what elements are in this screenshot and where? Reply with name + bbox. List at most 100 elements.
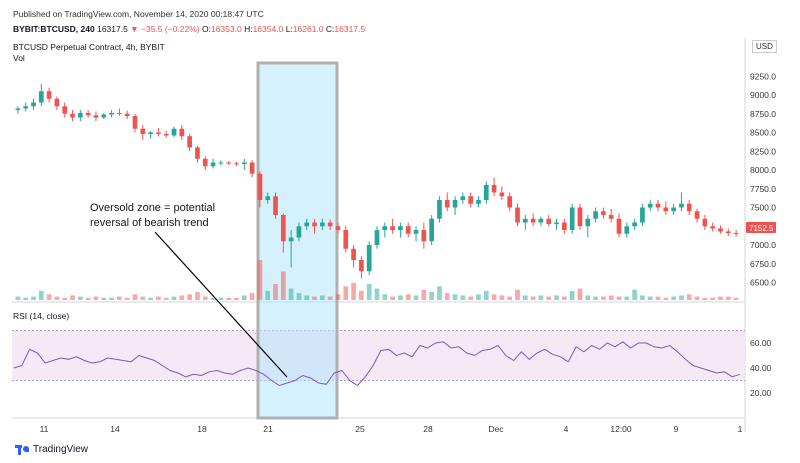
price-axis[interactable]: 9250.0 9000.0 8750.0 8500.0 8250.0 8000.0 7750…	[750, 71, 776, 287]
candle-body	[671, 207, 676, 212]
candle-body	[335, 226, 341, 230]
candle-body	[390, 226, 395, 230]
time-axis[interactable]: 11 14 18 21 25 28 Dec 4 12:00 9 1	[40, 424, 743, 434]
time-tick-label: 4	[564, 424, 569, 434]
volume-bar	[132, 294, 138, 300]
candle-body	[156, 132, 161, 134]
volume-bar	[54, 296, 60, 300]
volume-bar	[718, 296, 723, 300]
time-tick-label: Dec	[488, 424, 504, 434]
candle-body	[374, 230, 380, 245]
annotation-line-1: Oversold zone = potential	[90, 202, 215, 214]
price-tick-label: 8500.0	[750, 128, 776, 138]
volume-bar	[733, 297, 739, 300]
tradingview-logo-icon	[15, 444, 29, 455]
last-price-tag-text: 7152.5	[749, 224, 774, 233]
volume-bar	[398, 295, 403, 300]
candle-body	[702, 218, 708, 227]
volume-bar	[70, 295, 75, 300]
candle-body	[522, 218, 528, 223]
volume-bar	[483, 290, 489, 300]
last-price-tag	[746, 222, 776, 233]
ohlc-readout: BYBIT:BTCUSD, 240 16317.5 ▼ −35.5 (−0.22…	[13, 24, 365, 34]
close-label: C:	[325, 24, 335, 34]
volume-bar	[405, 294, 411, 300]
volume-bar	[46, 294, 52, 300]
volume-bar	[710, 297, 716, 300]
price-tick-label: 7000.0	[750, 240, 776, 250]
candle-body	[62, 106, 68, 114]
volume-bar	[109, 297, 114, 300]
volume-bar	[140, 296, 146, 300]
candle-body	[280, 215, 286, 242]
volume-bar	[562, 296, 567, 300]
volume-bar	[632, 289, 637, 300]
price-change: −35.5 (−0.22%)	[141, 24, 200, 34]
volume-bar	[608, 295, 614, 300]
candlesticks	[15, 83, 739, 279]
volume-bar	[468, 296, 474, 300]
candle-body	[632, 222, 637, 227]
volume-bar	[382, 294, 388, 300]
candle-body	[241, 162, 247, 164]
candle-body	[140, 128, 146, 134]
candle-body	[187, 136, 192, 148]
candle-body	[163, 134, 169, 136]
volume-bar	[577, 288, 583, 300]
volume-bar	[663, 297, 669, 300]
low-value: 16261.0	[292, 24, 324, 34]
open-label: O:	[201, 24, 211, 34]
annotation-line-2: reversal of bearish trend	[90, 217, 209, 229]
volume-bar	[312, 296, 317, 300]
candle-body	[249, 162, 255, 174]
volume-bar	[195, 292, 200, 300]
candle-body	[733, 233, 739, 234]
rsi-tick-label: 60.00	[750, 338, 772, 348]
candle-body	[38, 91, 44, 103]
rsi-label[interactable]: RSI (14, close)	[13, 311, 70, 321]
candle-body	[515, 207, 520, 223]
volume-bar	[210, 297, 216, 300]
price-tick-label: 9000.0	[750, 90, 776, 100]
time-tick-label: 11	[40, 424, 49, 434]
candle-body	[179, 128, 185, 137]
candle-body	[437, 200, 442, 219]
volume-bar	[413, 295, 419, 300]
candle-body	[507, 196, 513, 208]
rsi-line	[13, 341, 741, 387]
volume-bar	[320, 295, 325, 300]
candle-body	[546, 218, 552, 224]
volume-bar	[686, 294, 692, 300]
candle-body	[101, 114, 107, 118]
volume-bar	[117, 296, 122, 300]
volume-bar	[647, 296, 653, 300]
candle-body	[585, 218, 591, 227]
candle-body	[398, 226, 403, 230]
volume-bar	[616, 296, 622, 300]
volume-bar	[444, 293, 450, 300]
rsi-axis[interactable]: 60.00 40.00 20.00	[750, 338, 772, 398]
candle-body	[593, 211, 598, 219]
candle-body	[218, 162, 224, 164]
volume-bar	[257, 260, 263, 300]
volume-bar	[101, 297, 107, 300]
chart-symbol-title[interactable]: BTCUSD Perpetual Contract, 4h, BYBIT	[13, 42, 165, 52]
volume-bar	[460, 295, 466, 300]
footer-brand[interactable]: TradingView	[15, 444, 88, 455]
volume-bars	[15, 260, 739, 300]
volume-label[interactable]: Vol	[13, 53, 25, 63]
candle-body	[429, 218, 434, 242]
last-price: 16317.5	[97, 24, 128, 34]
volume-bar	[335, 294, 341, 300]
volume-bar	[23, 297, 29, 300]
volume-bar	[624, 296, 630, 300]
time-tick-label: 12:00	[610, 424, 632, 434]
volume-bar	[31, 296, 36, 300]
candle-body	[655, 203, 661, 208]
volume-bar	[374, 288, 380, 300]
candle-body	[54, 98, 60, 107]
candle-body	[640, 207, 645, 223]
currency-button[interactable]: USD	[752, 40, 777, 53]
price-tick-label: 8000.0	[750, 165, 776, 175]
